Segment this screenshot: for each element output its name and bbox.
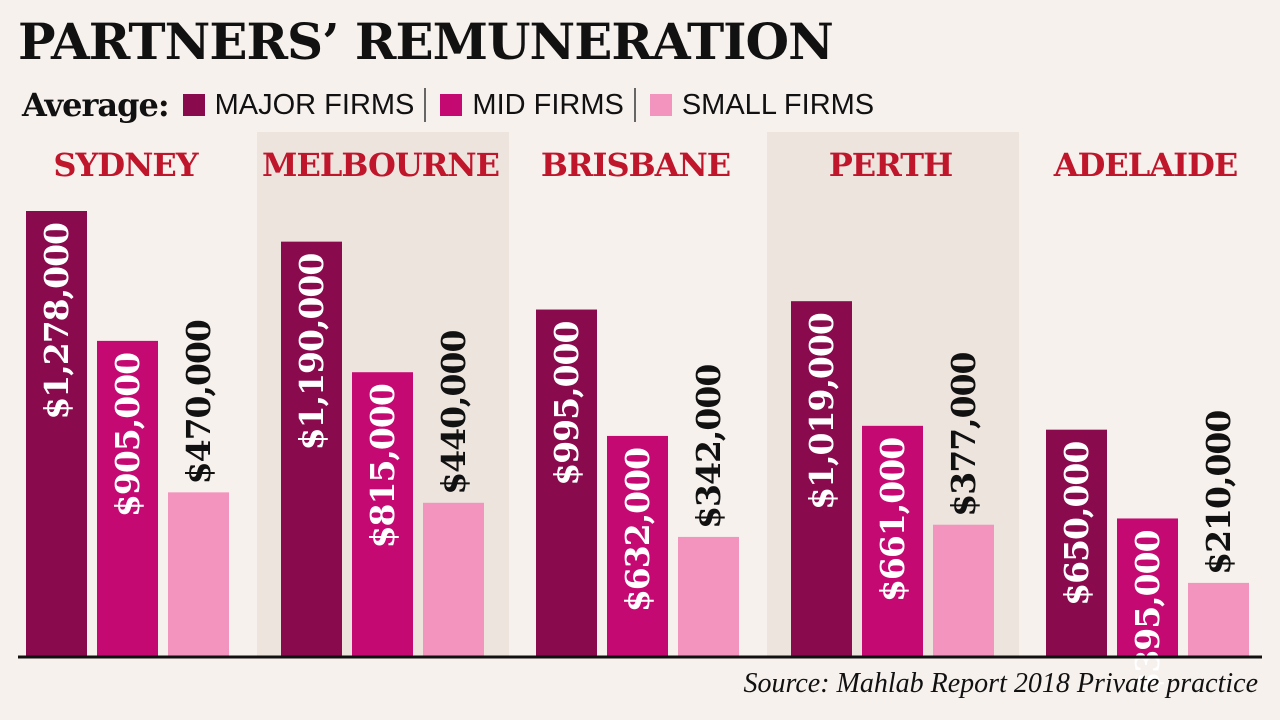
legend-prefix: Average: xyxy=(22,86,170,124)
bar xyxy=(933,524,994,656)
legend-label-small: SMALL FIRMS xyxy=(681,88,875,121)
bar xyxy=(423,502,484,656)
bar xyxy=(607,435,668,656)
bar xyxy=(536,309,597,656)
data-label: $1,190,000 xyxy=(292,254,331,451)
legend-separator xyxy=(633,88,636,122)
data-label: $342,000 xyxy=(689,365,728,529)
chart-title: PARTNERS’ REMUNERATION xyxy=(18,12,834,71)
bar xyxy=(862,425,923,656)
bar xyxy=(1046,429,1107,656)
data-label: $1,278,000 xyxy=(37,223,76,420)
category-label: PERTH xyxy=(829,146,953,184)
legend-label-major: MAJOR FIRMS xyxy=(214,88,415,121)
data-label: $440,000 xyxy=(434,331,473,495)
category-label: ADELAIDE xyxy=(1053,146,1237,184)
data-label: $395,000 xyxy=(1128,530,1167,694)
source-note: Source: Mahlab Report 2018 Private pract… xyxy=(743,668,1259,699)
bar xyxy=(791,301,852,656)
data-label: $1,019,000 xyxy=(802,313,841,510)
bar xyxy=(26,211,87,656)
data-label: $661,000 xyxy=(873,438,912,602)
data-label: $632,000 xyxy=(618,448,657,612)
category-label: BRISBANE xyxy=(541,146,730,184)
legend-swatch-small xyxy=(649,94,672,116)
data-label: $470,000 xyxy=(179,320,218,484)
bar xyxy=(1188,582,1249,656)
bar xyxy=(678,536,739,656)
data-label: $650,000 xyxy=(1057,442,1096,606)
bar xyxy=(281,241,342,656)
data-label: $210,000 xyxy=(1199,411,1238,575)
legend: Average: MAJOR FIRMS MID FIRMS SMALL FIR… xyxy=(22,82,874,128)
bar xyxy=(352,372,413,656)
category-label: SYDNEY xyxy=(53,146,199,184)
bar xyxy=(97,340,158,656)
bar xyxy=(168,492,229,656)
bar xyxy=(1117,518,1178,656)
legend-label-mid: MID FIRMS xyxy=(472,88,624,121)
data-label: $377,000 xyxy=(944,352,983,516)
category-label: MELBOURNE xyxy=(262,146,499,184)
legend-swatch-mid xyxy=(440,94,463,116)
data-label: $905,000 xyxy=(108,353,147,517)
legend-separator xyxy=(424,88,427,122)
data-label: $995,000 xyxy=(547,322,586,486)
data-label: $815,000 xyxy=(363,384,402,548)
legend-swatch-major xyxy=(182,94,205,116)
